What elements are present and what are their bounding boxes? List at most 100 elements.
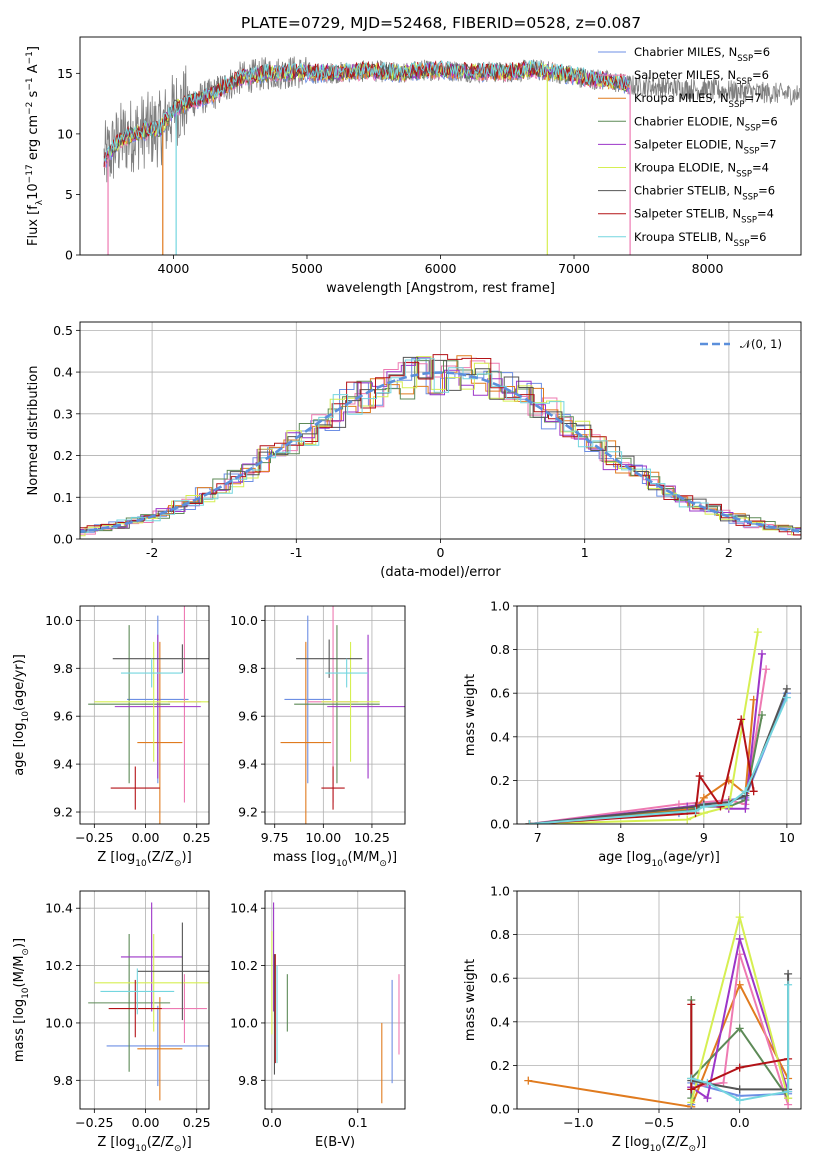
y-tick-label: 0.2 bbox=[490, 1058, 510, 1073]
x-tick-label: 10.00 bbox=[305, 830, 341, 845]
y-tick-label: 1.0 bbox=[490, 884, 510, 899]
y-tick-label: 0.8 bbox=[490, 642, 510, 657]
spectrum-model-line bbox=[103, 60, 630, 167]
mass-Z-points bbox=[88, 902, 209, 1101]
weight-series-line bbox=[690, 1004, 789, 1091]
y-tick-label: 0.0 bbox=[490, 817, 510, 832]
legend-entry: Salpeter ELODIE, NSSP=7 bbox=[634, 137, 777, 156]
y-tick-label: 0.4 bbox=[490, 729, 510, 744]
x-axis-label: Z [log10(Z/Z⊙)] bbox=[97, 850, 191, 869]
x-tick-label: 2 bbox=[725, 545, 733, 560]
x-tick-label: 9 bbox=[700, 830, 708, 845]
y-tick-label: 10.2 bbox=[230, 958, 258, 973]
x-tick-label: 8 bbox=[617, 830, 625, 845]
y-axis-label: age [log10(age/yr)] bbox=[12, 654, 31, 776]
y-tick-label: 0.6 bbox=[490, 686, 510, 701]
weight-point-marker bbox=[749, 787, 758, 796]
weight-point-marker bbox=[699, 802, 708, 811]
age-Z-panel: −0.25 0.00 0.25 9.2 9.4 9.6 9.8 10.0 Z [log10(Z/… bbox=[12, 605, 211, 869]
y-tick-label: 9.6 bbox=[238, 709, 258, 724]
weight-point-marker bbox=[782, 693, 791, 702]
plot-frame bbox=[79, 36, 802, 256]
y-axis-label: mass weight bbox=[463, 959, 478, 1041]
plot-frame bbox=[516, 605, 802, 825]
y-tick-label: 9.8 bbox=[238, 661, 258, 676]
weight-point-marker bbox=[525, 820, 534, 824]
weight-point-marker bbox=[735, 1096, 744, 1105]
x-tick-label: −1.0 bbox=[563, 1115, 593, 1130]
y-tick-label: 0.2 bbox=[53, 448, 73, 463]
weight-point-marker bbox=[703, 1094, 712, 1103]
plot-frame bbox=[264, 890, 406, 1110]
weight-series-line bbox=[529, 719, 755, 824]
x-tick-label: 0.00 bbox=[132, 1115, 160, 1130]
weight-point-marker bbox=[687, 1085, 696, 1094]
y-tick-label: 0.8 bbox=[490, 927, 510, 942]
weight-point-marker bbox=[784, 969, 793, 978]
plot-frame bbox=[264, 605, 406, 825]
y-tick-label: 5 bbox=[65, 187, 73, 202]
weight-point-marker bbox=[757, 711, 766, 719]
y-tick-label: 10.0 bbox=[230, 613, 258, 628]
plot-frame bbox=[79, 605, 210, 825]
y-tick-label: 0.0 bbox=[490, 1102, 510, 1117]
y-tick-label: 9.6 bbox=[53, 709, 73, 724]
x-tick-label: 0.25 bbox=[183, 1115, 211, 1130]
x-axis-label: (data-model)/error bbox=[380, 565, 501, 580]
x-tick-label: 7000 bbox=[558, 261, 590, 276]
plot-frame bbox=[79, 890, 210, 1110]
y-axis-label: mass weight bbox=[463, 674, 478, 756]
weight-point-marker bbox=[687, 1098, 696, 1107]
weight-point-marker bbox=[687, 1074, 696, 1083]
mass-ebv-points bbox=[271, 902, 400, 1104]
weight-point-marker bbox=[716, 802, 725, 811]
x-axis-label: Z [log10(Z/Z⊙)] bbox=[612, 1135, 706, 1154]
residual-histograms bbox=[80, 354, 801, 537]
x-axis-label: wavelength [Angstrom, rest frame] bbox=[326, 281, 555, 296]
weight-point-marker bbox=[782, 684, 791, 693]
legend-entry: Kroupa STELIB, NSSP=6 bbox=[634, 230, 766, 249]
weight-point-marker bbox=[691, 806, 700, 815]
x-tick-label: −0.5 bbox=[644, 1115, 674, 1130]
y-tick-label: 10 bbox=[57, 126, 73, 141]
y-tick-label: 9.8 bbox=[53, 1073, 73, 1088]
y-tick-label: 15 bbox=[57, 66, 73, 81]
weight-point-marker bbox=[735, 1085, 744, 1094]
y-tick-label: 10.4 bbox=[230, 901, 258, 916]
plot-frame bbox=[79, 321, 802, 540]
y-tick-label: 0.2 bbox=[490, 773, 510, 788]
legend-entry: 𝒩(0, 1) bbox=[740, 337, 782, 351]
spectrum-model-line bbox=[103, 59, 630, 162]
y-tick-label: 10.0 bbox=[45, 613, 73, 628]
x-tick-label: −0.25 bbox=[75, 830, 113, 845]
residual-histogram bbox=[80, 356, 801, 537]
legend-entry: Salpeter MILES, NSSP=6 bbox=[634, 68, 769, 87]
age-Z-points bbox=[88, 606, 209, 824]
x-tick-label: 0.00 bbox=[132, 830, 160, 845]
x-tick-label: 0.0 bbox=[262, 1115, 282, 1130]
x-tick-label: 0.1 bbox=[348, 1115, 368, 1130]
y-axis-label: Normed distribution bbox=[26, 366, 41, 496]
weight-point-marker bbox=[784, 1087, 793, 1096]
weight-Z-panel: −1.0 −0.5 0.0 0.0 0.2 0.4 0.6 0.8 1.0 Z [log10(Z/… bbox=[463, 884, 802, 1154]
y-axis-label: Flux [fλ10−17 erg cm−2 s−1 A−1] bbox=[25, 46, 45, 246]
weight-point-marker bbox=[735, 913, 744, 922]
x-tick-label: 10.25 bbox=[354, 830, 390, 845]
weight-point-marker bbox=[695, 772, 704, 781]
x-tick-label: 0.0 bbox=[730, 1115, 750, 1130]
y-tick-label: 0 bbox=[65, 248, 73, 263]
spectrum-panel: 4000 5000 6000 7000 8000 0 5 10 15 wavelength [An… bbox=[25, 36, 802, 296]
x-axis-label: E(B-V) bbox=[315, 1135, 355, 1150]
x-tick-label: 5000 bbox=[291, 261, 323, 276]
weight-point-marker bbox=[735, 980, 744, 989]
gaussian-curve bbox=[80, 371, 801, 534]
mass-ebv-panel: 0.0 0.1 9.8 10.0 10.2 10.4 E(B-V) bbox=[230, 890, 406, 1150]
legend-entry: Chabrier ELODIE, NSSP=6 bbox=[634, 114, 778, 133]
weight-Z-series bbox=[524, 913, 793, 1109]
weight-point-marker bbox=[741, 787, 750, 796]
x-tick-label: 4000 bbox=[158, 261, 190, 276]
y-tick-label: 9.8 bbox=[53, 661, 73, 676]
weight-point-marker bbox=[735, 934, 744, 943]
weight-age-panel: 7 8 9 10 0.0 0.2 0.4 0.6 0.8 1.0 age [log10(age/yr… bbox=[463, 599, 802, 869]
x-tick-label: 7 bbox=[534, 830, 542, 845]
